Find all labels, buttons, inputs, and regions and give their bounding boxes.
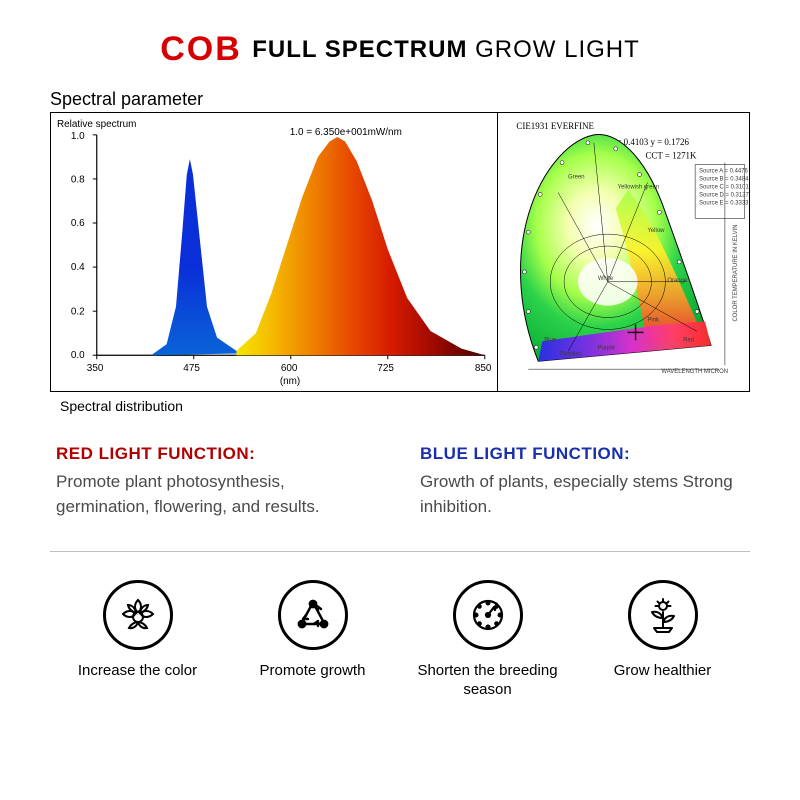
benefit-season-label: Shorten the breeding season: [408, 662, 568, 700]
cie-title: CIE1931 EVERFINE: [516, 121, 594, 131]
svg-text:850: 850: [475, 363, 492, 374]
y-axis-label: Relative spectrum: [57, 119, 136, 130]
benefit-health-label: Grow healthier: [614, 662, 712, 681]
svg-text:Blue: Blue: [544, 337, 557, 343]
svg-text:350: 350: [87, 363, 104, 374]
clock-icon: [453, 580, 523, 650]
svg-text:725: 725: [377, 363, 394, 374]
benefit-color-label: Increase the color: [78, 662, 197, 681]
svg-text:Source B = 0.3484: Source B = 0.3484: [699, 177, 749, 183]
red-peak: [236, 137, 484, 355]
light-functions: RED LIGHT FUNCTION: Promote plant photos…: [56, 444, 744, 519]
svg-text:Purple: Purple: [598, 345, 616, 351]
svg-text:Red: Red: [683, 337, 694, 343]
red-fn-title: RED LIGHT FUNCTION:: [56, 444, 380, 464]
cycle-icon: [278, 580, 348, 650]
svg-text:0.0: 0.0: [71, 350, 85, 361]
spectral-parameter-label: Spectral parameter: [50, 89, 760, 110]
spectral-distribution-label: Spectral distribution: [60, 398, 760, 414]
svg-text:Orange: Orange: [667, 278, 688, 284]
benefit-color: Increase the color: [58, 580, 218, 681]
red-light-function: RED LIGHT FUNCTION: Promote plant photos…: [56, 444, 380, 519]
red-fn-body: Promote plant photosynthesis, germinatio…: [56, 470, 380, 519]
benefit-icons: Increase the color Promote growth: [50, 580, 750, 700]
benefit-health: Grow healthier: [583, 580, 743, 681]
svg-text:Source E = 0.3333: Source E = 0.3333: [699, 200, 749, 206]
cie-cct: CCT = 1271K: [645, 151, 697, 161]
flower-icon: [103, 580, 173, 650]
svg-text:Yellow: Yellow: [647, 228, 665, 234]
benefit-growth: Promote growth: [233, 580, 393, 681]
x-axis-label: (nm): [280, 376, 300, 387]
blue-fn-body: Growth of plants, especially stems Stron…: [420, 470, 744, 519]
svg-text:WAVELENGTH MICRON: WAVELENGTH MICRON: [661, 369, 728, 375]
sprout-icon: [628, 580, 698, 650]
svg-text:Source D = 0.3127: Source D = 0.3127: [699, 192, 749, 198]
top-note: 1.0 = 6.350e+001mW/nm: [290, 127, 402, 138]
svg-text:Source A = 0.4476: Source A = 0.4476: [699, 169, 748, 175]
benefit-growth-label: Promote growth: [260, 662, 366, 681]
page-title: COB FULL SPECTRUM GROW LIGHT: [40, 30, 760, 69]
svg-text:600: 600: [281, 363, 298, 374]
blue-fn-title: BLUE LIGHT FUNCTION:: [420, 444, 744, 464]
divider: [50, 551, 750, 552]
svg-text:0.2: 0.2: [71, 307, 85, 318]
svg-text:0.8: 0.8: [71, 175, 85, 186]
svg-text:Yellowish green: Yellowish green: [617, 184, 658, 190]
spectrum-chart: Relative spectrum 1.0 = 6.350e+001mW/nm …: [51, 113, 498, 391]
benefit-season: Shorten the breeding season: [408, 580, 568, 700]
svg-text:1.0: 1.0: [71, 131, 85, 142]
cie-chart: CIE1931 EVERFINE x = 0.4103 y = 0.1726 C…: [498, 113, 749, 391]
svg-text:Source C = 0.3101: Source C = 0.3101: [699, 184, 749, 190]
charts-panel: Relative spectrum 1.0 = 6.350e+001mW/nm …: [50, 112, 750, 392]
svg-text:Purplish: Purplish: [560, 351, 581, 357]
x-ticks: 350 475 600 725 850: [87, 355, 492, 374]
y-ticks: 0.0 0.2 0.4 0.6 0.8 1.0: [71, 131, 97, 361]
blue-peak: [151, 159, 260, 355]
svg-text:475: 475: [183, 363, 200, 374]
title-cob: COB: [160, 30, 242, 69]
svg-text:0.4: 0.4: [71, 262, 85, 273]
blue-light-function: BLUE LIGHT FUNCTION: Growth of plants, e…: [420, 444, 744, 519]
title-rest: FULL SPECTRUM GROW LIGHT: [252, 36, 640, 64]
svg-text:COLOR TEMPERATURE IN KELVIN: COLOR TEMPERATURE IN KELVIN: [733, 225, 739, 322]
svg-text:Green: Green: [568, 175, 585, 181]
svg-text:Pink: Pink: [647, 318, 659, 324]
svg-text:0.6: 0.6: [71, 218, 85, 229]
svg-text:White: White: [598, 276, 614, 282]
